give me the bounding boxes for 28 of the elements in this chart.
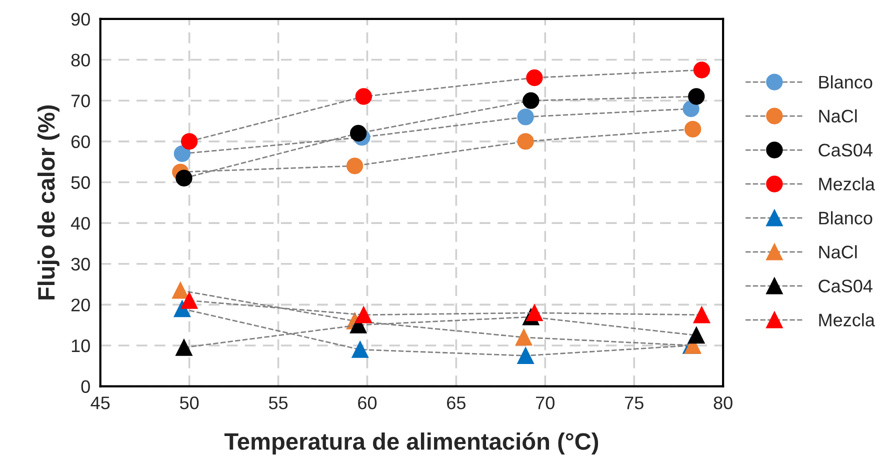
y-tick-label: 0 [81, 380, 90, 394]
y-tick-label: 20 [71, 298, 90, 312]
x-tick-label: 65 [447, 396, 466, 410]
legend-label: Mezcla [819, 313, 875, 326]
x-tick-label: 45 [90, 396, 110, 410]
x-tick-label: 80 [714, 396, 732, 410]
y-tick-label: 50 [71, 176, 90, 189]
legend-label: Blanco [819, 75, 872, 89]
y-tick-label: 60 [71, 135, 90, 148]
legend-label: Blanco [819, 211, 872, 224]
legend-label: NaCl [819, 245, 857, 258]
y-tick-label: 30 [71, 258, 90, 271]
x-tick-label: 55 [268, 396, 288, 410]
y-tick-label: 90 [71, 12, 90, 26]
y-tick-label: 70 [71, 94, 90, 108]
x-tick-label: 70 [536, 396, 554, 410]
y-tick-label: 80 [71, 54, 90, 66]
x-tick-label: 60 [358, 396, 377, 410]
x-tick-label: 50 [180, 396, 199, 410]
legend-label: Mezcla [819, 177, 875, 190]
y-tick-label: 10 [72, 339, 90, 352]
legend-label: CaS04 [818, 280, 872, 292]
y-axis-title: Flujo de calor (%) [37, 105, 60, 300]
legend-label: CaS04 [818, 144, 872, 157]
x-tick-label: 75 [624, 396, 644, 410]
legend-label: NaCl [819, 109, 857, 123]
x-axis-title: Temperatura de alimentación (°C) [224, 432, 598, 455]
y-tick-label: 40 [70, 216, 90, 230]
